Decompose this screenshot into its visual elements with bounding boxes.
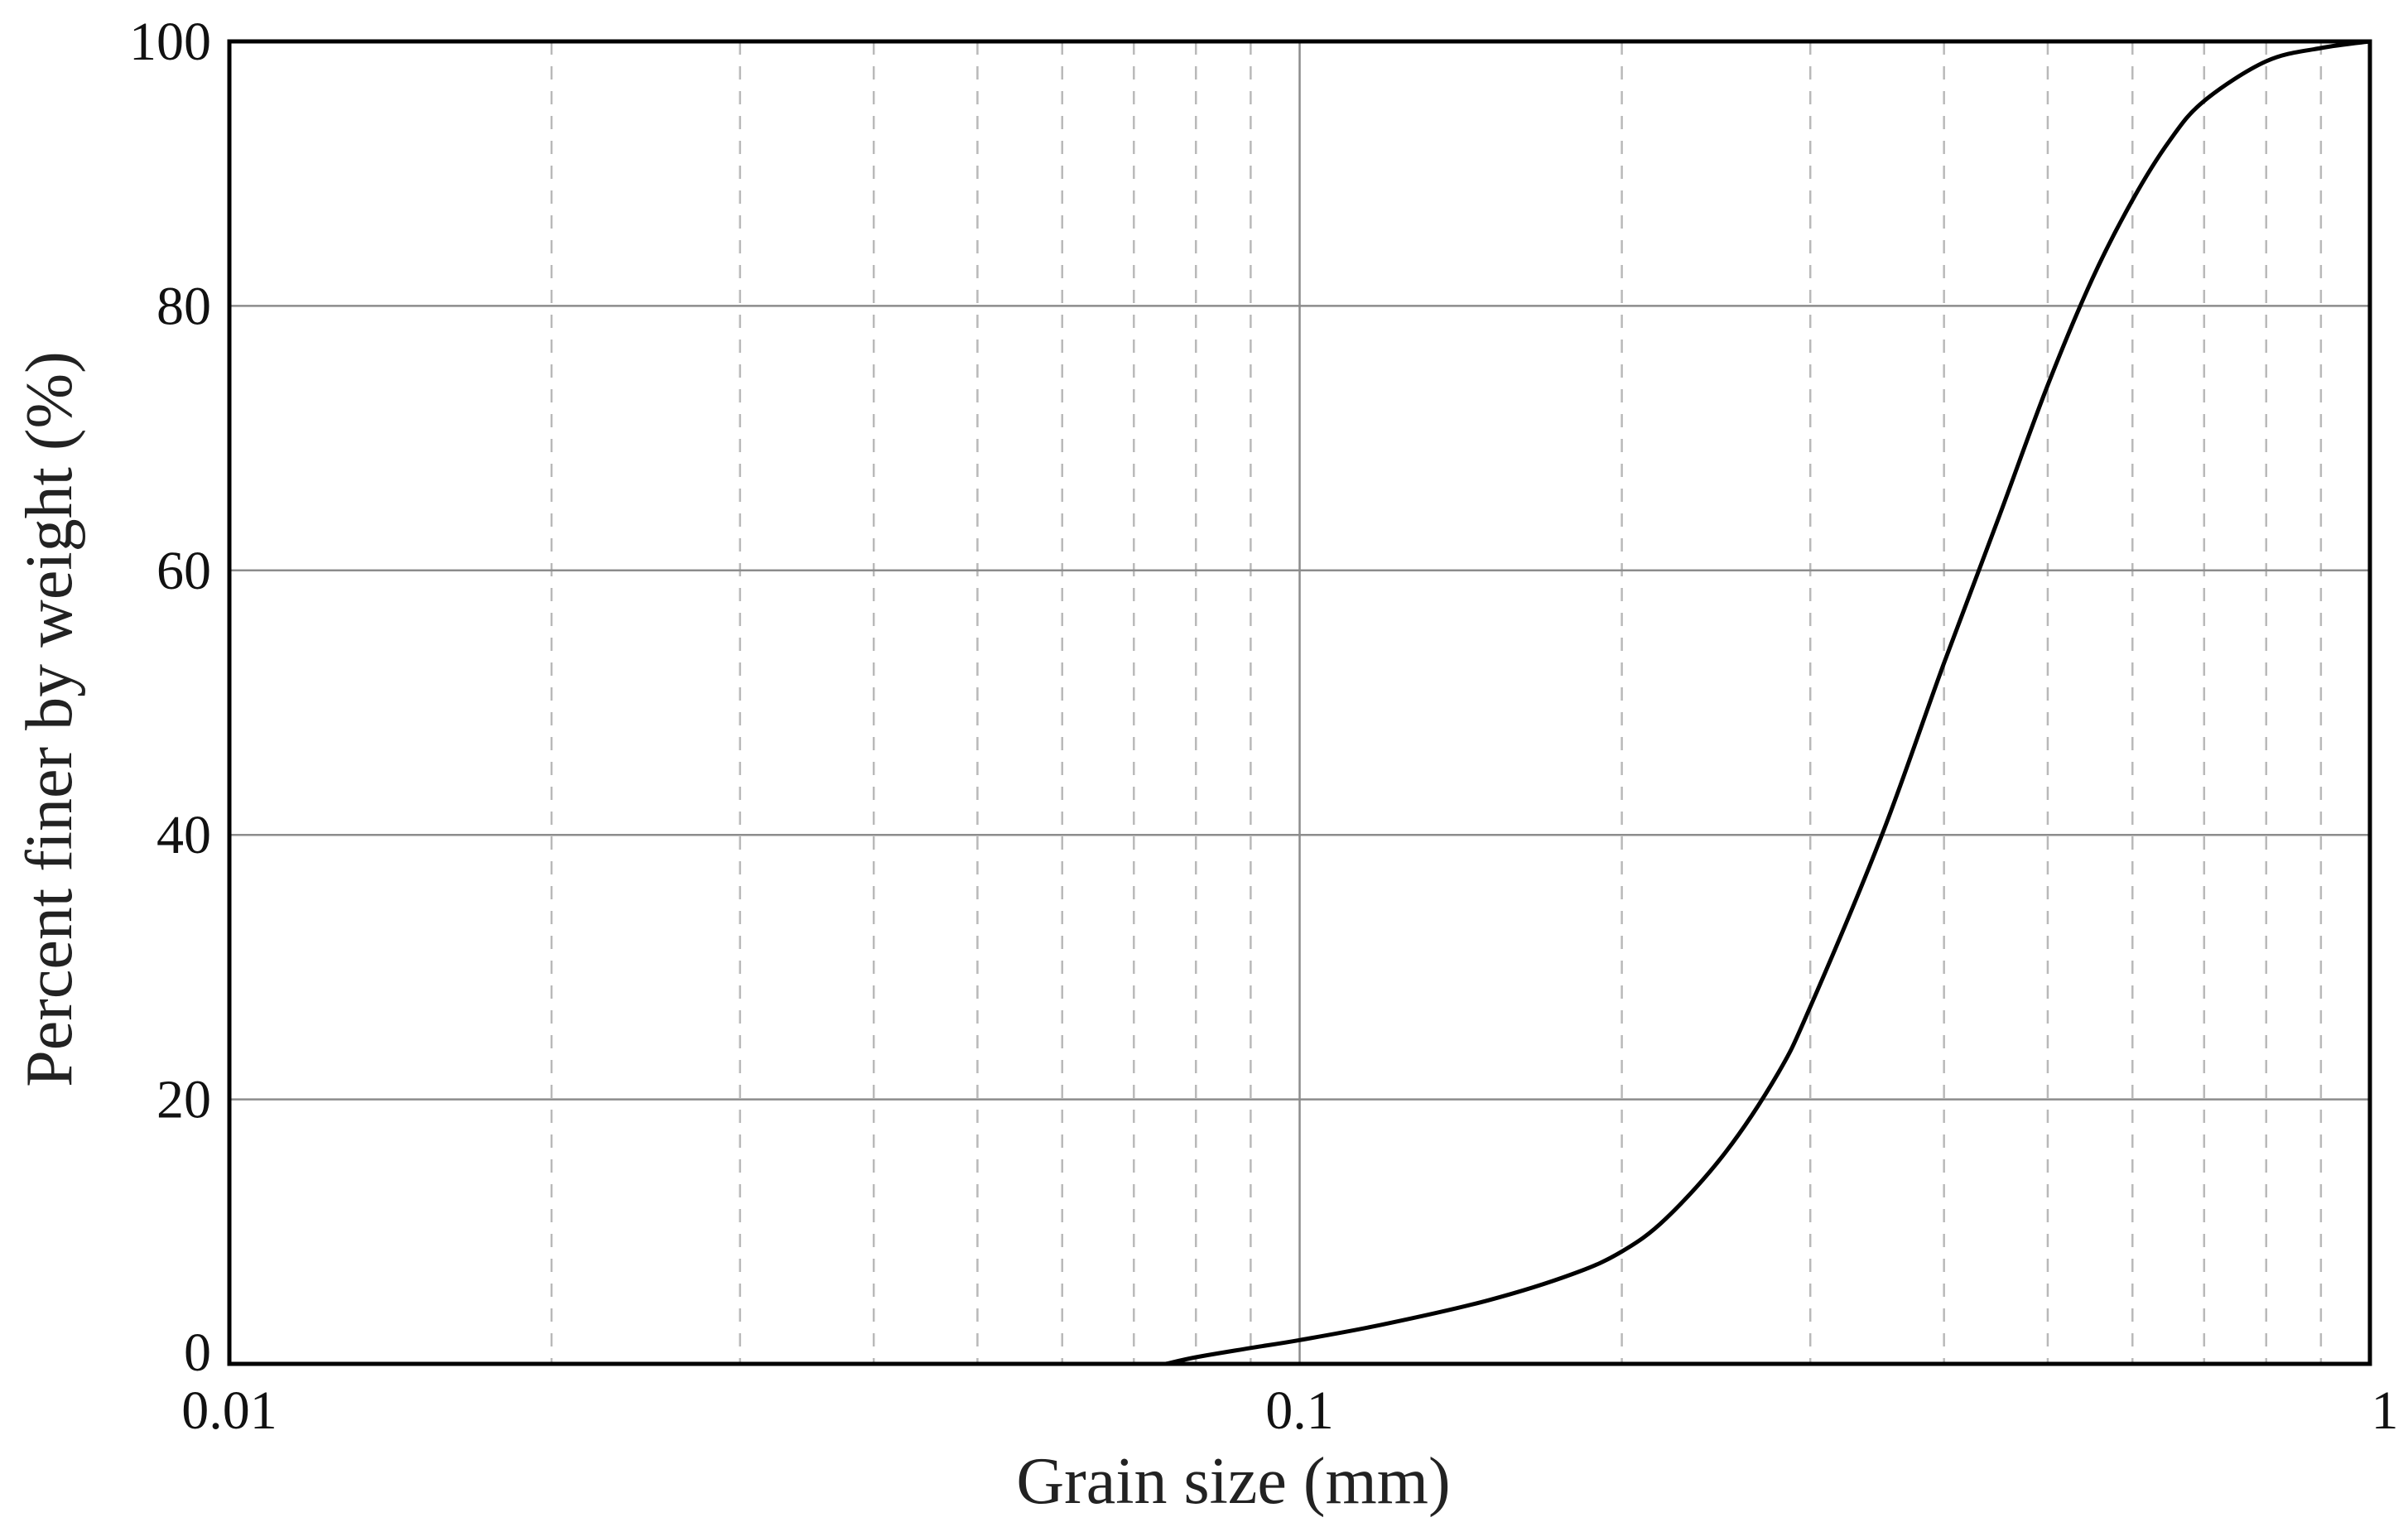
x-tick-label: 1 [2372, 1380, 2399, 1441]
y-tick-label: 60 [157, 541, 211, 601]
y-tick-label: 40 [157, 805, 211, 865]
y-tick-label: 100 [129, 12, 211, 72]
x-axis-title: Grain size (mm) [1016, 1445, 1450, 1518]
plot-frame [227, 39, 2372, 1366]
y-axis-title: Percent finer by weight (%) [13, 351, 86, 1087]
x-tick-label: 0.1 [1265, 1380, 1334, 1441]
y-tick-label: 80 [157, 276, 211, 336]
y-tick-label: 0 [184, 1322, 211, 1383]
tick-labels: 0.01 0.1 1 0 20 40 60 80 100 [129, 12, 2399, 1441]
grain-size-curve [1163, 39, 2372, 1366]
y-tick-label: 20 [157, 1070, 211, 1130]
x-tick-label: 0.01 [181, 1380, 277, 1441]
gridlines [229, 41, 2370, 1364]
